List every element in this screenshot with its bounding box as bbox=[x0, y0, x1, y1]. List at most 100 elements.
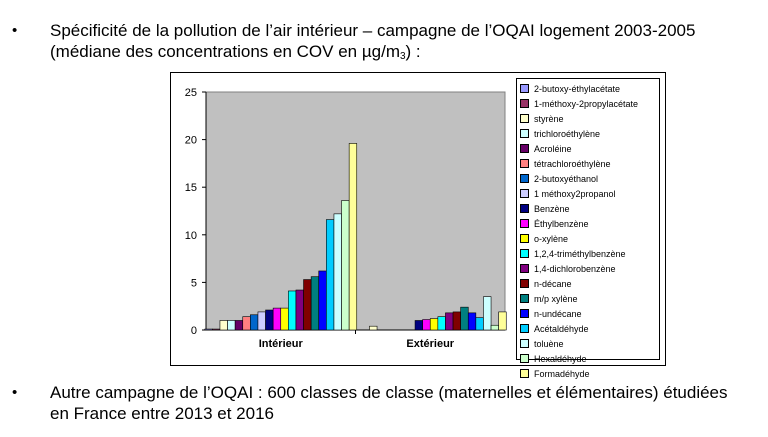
legend-item: n-décane bbox=[520, 276, 659, 291]
legend-label: 1 méthoxy2propanol bbox=[534, 188, 616, 199]
legend-swatch bbox=[520, 159, 529, 168]
legend-label: 1-méthoxy-2propylacétate bbox=[534, 98, 639, 109]
legend-label: Benzène bbox=[534, 203, 570, 214]
legend-swatch bbox=[520, 204, 529, 213]
y-tick-label: 25 bbox=[185, 87, 197, 99]
legend-label: Formadéhyde bbox=[534, 368, 590, 379]
bar bbox=[445, 312, 454, 331]
legend-swatch bbox=[520, 144, 529, 153]
legend-label: n-undécane bbox=[534, 308, 582, 319]
bar bbox=[429, 318, 439, 331]
bar bbox=[467, 312, 477, 331]
bar bbox=[303, 279, 312, 331]
y-tick-label: 20 bbox=[185, 135, 197, 147]
y-tick-label: 0 bbox=[191, 325, 197, 337]
bullet-2-line-2: en France entre 2013 et 2016 bbox=[50, 404, 274, 423]
bar bbox=[414, 320, 423, 331]
legend-item: 1 méthoxy2propanol bbox=[520, 186, 659, 201]
legend-item: 1,2,4-triméthylbenzène bbox=[520, 246, 659, 261]
bar bbox=[219, 320, 228, 331]
legend-item: 1,4-dichlorobenzène bbox=[520, 261, 659, 276]
bar bbox=[234, 320, 244, 331]
bar bbox=[204, 328, 213, 331]
bar bbox=[310, 276, 320, 331]
bar bbox=[272, 307, 282, 331]
legend-item: Benzène bbox=[520, 201, 659, 216]
legend-swatch bbox=[520, 294, 529, 303]
legend-swatch bbox=[520, 174, 529, 183]
bullet-symbol: • bbox=[12, 22, 18, 39]
y-tick-label: 10 bbox=[185, 230, 197, 242]
x-category-label: Intérieur bbox=[259, 338, 304, 350]
y-tick-label: 5 bbox=[191, 277, 197, 289]
legend-swatch bbox=[520, 189, 529, 198]
legend-swatch bbox=[520, 114, 529, 123]
legend-label: o-xylène bbox=[534, 233, 569, 244]
chart-frame: 0 5 10 15 20 25 Intérieur Extérieur 2-butoxy-ét… bbox=[170, 72, 666, 379]
legend-label: trichloroéthylène bbox=[534, 128, 601, 139]
x-category-label: Extérieur bbox=[406, 338, 454, 350]
bar bbox=[460, 306, 469, 331]
bullet-symbol: • bbox=[12, 384, 18, 401]
legend-item: Éthylbenzène bbox=[520, 216, 659, 231]
legend-swatch bbox=[520, 219, 529, 228]
bullet-1-line-2-end: ) : bbox=[405, 42, 421, 61]
bar-chart: 0 5 10 15 20 25 Intérieur Extérieur bbox=[185, 87, 507, 350]
legend-item: 1-méthoxy-2propylacétate bbox=[520, 96, 659, 111]
legend-label: styrène bbox=[534, 113, 564, 124]
bar bbox=[437, 316, 446, 331]
legend-item: Acroléine bbox=[520, 141, 659, 156]
bar bbox=[422, 319, 431, 331]
bullet-1-line-2: (médiane des concentrations en COV en µg… bbox=[50, 41, 421, 67]
bar bbox=[227, 320, 236, 331]
bar bbox=[341, 200, 350, 331]
bar bbox=[333, 213, 342, 331]
legend-item: styrène bbox=[520, 111, 659, 126]
bar bbox=[250, 314, 259, 331]
bar bbox=[452, 311, 461, 331]
bar bbox=[265, 309, 274, 331]
legend-swatch bbox=[520, 129, 529, 138]
bar bbox=[212, 328, 221, 331]
legend-swatch bbox=[520, 309, 529, 318]
unit-subscript: 3 bbox=[399, 51, 406, 62]
legend-item: Acétaldéhyde bbox=[520, 321, 659, 336]
legend-label: Éthylbenzène bbox=[534, 218, 589, 229]
legend-label: 2-butoxy-éthylacétate bbox=[534, 83, 621, 94]
legend-label: m/p xylène bbox=[534, 293, 578, 304]
legend-label: tétrachloroéthylène bbox=[534, 158, 611, 169]
legend-swatch bbox=[520, 249, 529, 258]
legend-swatch bbox=[520, 84, 529, 93]
legend-label: Acétaldéhyde bbox=[534, 323, 589, 334]
legend-label: Acroléine bbox=[534, 143, 572, 154]
legend-swatch bbox=[520, 234, 529, 243]
legend-swatch bbox=[520, 99, 529, 108]
legend-label: Hexaldéhyde bbox=[534, 353, 587, 364]
bullet-1-line-1: Spécificité de la pollution de l’air int… bbox=[50, 21, 696, 40]
bar bbox=[257, 311, 266, 331]
bar bbox=[288, 290, 297, 331]
bar bbox=[326, 219, 335, 331]
legend-label: 1,4-dichlorobenzène bbox=[534, 263, 616, 274]
legend-item: toluène bbox=[520, 336, 659, 351]
legend-label: 1,2,4-triméthylbenzène bbox=[534, 248, 626, 259]
legend-swatch bbox=[520, 369, 529, 378]
legend-item: o-xylène bbox=[520, 231, 659, 246]
bar bbox=[348, 143, 358, 331]
legend-label: n-décane bbox=[534, 278, 572, 289]
legend-item: 2-butoxyéthanol bbox=[520, 171, 659, 186]
bar bbox=[483, 296, 492, 331]
legend-item: n-undécane bbox=[520, 306, 659, 321]
legend-swatch bbox=[520, 339, 529, 348]
bar bbox=[498, 311, 507, 331]
legend-item: 2-butoxy-éthylacétate bbox=[520, 81, 659, 96]
bar bbox=[295, 289, 304, 331]
bar bbox=[318, 270, 327, 331]
bullet-2-line-1: Autre campagne de l’OQAI : 600 classes d… bbox=[50, 383, 728, 402]
bar bbox=[280, 307, 289, 331]
bar bbox=[369, 325, 378, 331]
legend-swatch bbox=[520, 354, 529, 363]
bar bbox=[242, 316, 251, 331]
legend-swatch bbox=[520, 264, 529, 273]
legend-label: toluène bbox=[534, 338, 564, 349]
